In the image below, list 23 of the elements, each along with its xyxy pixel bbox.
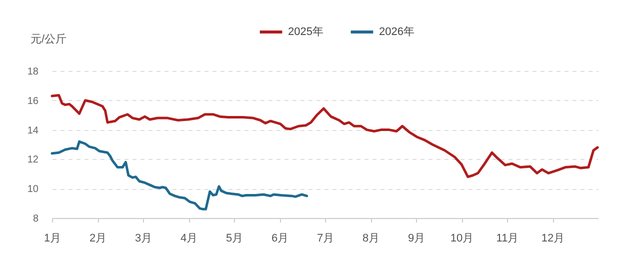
line-series (50, 140, 308, 210)
x-tick-label: 5月 (226, 232, 244, 244)
x-tick-label: 10月 (450, 232, 474, 244)
x-tick-label: 2月 (89, 232, 107, 244)
x-tick-label: 1月 (44, 232, 62, 244)
legend-label: 2026年 (379, 26, 414, 38)
line-series (50, 94, 599, 178)
y-tick-label: 14 (27, 125, 39, 136)
y-tick-label: 10 (27, 184, 39, 196)
x-tick-label: 9月 (408, 232, 426, 244)
y-tick-label: 8 (32, 214, 39, 224)
y-tick-label: 12 (27, 154, 39, 166)
x-tick-label: 11月 (496, 232, 519, 244)
y-tick-label: 18 (27, 66, 39, 78)
x-tick-label: 8月 (362, 232, 380, 244)
y-tick-label: 16 (27, 96, 39, 107)
y-axis-title: 元/公斤 (30, 32, 67, 46)
x-tick-label: 3月 (134, 232, 152, 244)
x-tick-label: 7月 (316, 232, 334, 244)
x-tick-label: 4月 (180, 232, 198, 244)
x-tick-label: 6月 (271, 232, 289, 244)
x-tick-label: 12月 (541, 232, 565, 244)
legend-label: 2025年 (288, 26, 324, 38)
